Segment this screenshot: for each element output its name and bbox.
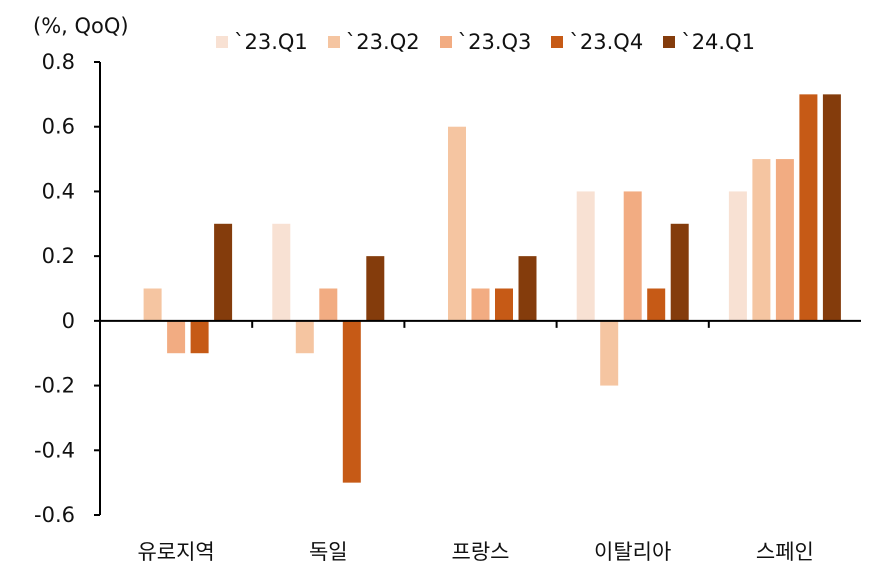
bar [295,320,314,354]
x-tick-label: 유로지역 [137,540,214,564]
y-tick-label: 0.6 [42,115,75,139]
bar [448,126,466,321]
bar [600,320,619,386]
legend-swatch [439,36,452,48]
bar [822,94,841,321]
legend-item-23q1: `23.Q1 [216,30,308,54]
legend-item-23q2: `23.Q2 [327,30,420,54]
bar [143,288,162,321]
legend-swatch [663,36,676,48]
bar [471,288,490,321]
legend-label: `23.Q1 [234,30,308,54]
legend-swatch [216,36,228,48]
bar [518,256,537,321]
legend-label: `23.Q2 [345,30,420,54]
bar [576,191,595,321]
bar [670,223,689,321]
bar [623,191,642,321]
bar [366,256,385,321]
x-tick-label: 스페인 [756,540,814,564]
bar [728,191,747,321]
legend-swatch [551,36,564,48]
bar [272,223,291,321]
x-tick-label: 독일 [309,540,348,564]
legend-label: `23.Q3 [457,30,532,54]
bar [647,288,666,321]
bar [319,288,338,321]
x-tick-label: 이탈리아 [594,540,671,564]
x-tick-label: 프랑스 [452,540,510,564]
legend-swatch [327,36,340,48]
y-tick-label: 0 [62,309,75,333]
bar [190,320,209,354]
y-tick-label: -0.4 [34,438,75,462]
legend-item-24q1: `24.Q1 [663,30,755,54]
bar [167,320,186,354]
y-tick-label: 0.4 [42,179,75,203]
legend-label: `24.Q1 [681,30,755,54]
bar [799,94,818,321]
legend-item-23q3: `23.Q3 [439,30,532,54]
bar [214,223,233,321]
bar [752,159,771,321]
y-tick-label: 0.8 [42,50,75,74]
bar [495,288,513,321]
y-tick-label: -0.6 [34,503,75,527]
bar [342,320,361,483]
chart-legend: `23.Q1 `23.Q2 `23.Q3 `23.Q4 `24.Q1 [216,30,775,54]
y-tick-label: 0.2 [42,244,75,268]
legend-label: `23.Q4 [569,30,644,54]
y-tick-label: -0.2 [34,374,75,398]
y-axis-unit-label: (%, QoQ) [33,14,129,38]
bar [775,159,794,321]
legend-item-23q4: `23.Q4 [551,30,643,54]
